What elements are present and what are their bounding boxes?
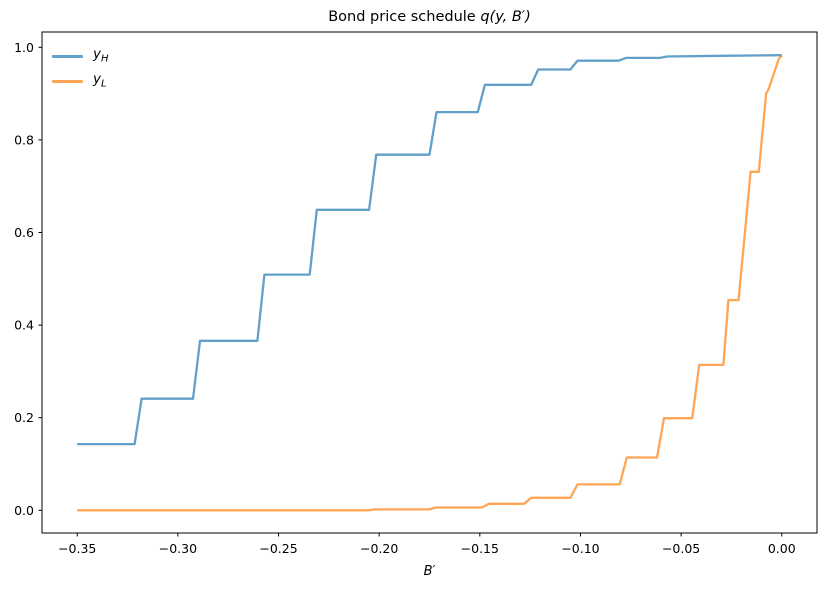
- x-tick-label: −0.20: [360, 541, 398, 556]
- axis-ticks: −0.35 −0.30 −0.25 −0.20 −0.15 −0.10 −0.05 0.00 0…: [14, 40, 796, 556]
- legend-label-base: y: [93, 71, 101, 88]
- legend: yH yL: [52, 44, 109, 94]
- legend-line-swatch-yH: [52, 55, 83, 58]
- series-lines: [77, 54, 783, 512]
- legend-label-sub: L: [101, 78, 107, 90]
- legend-line-swatch-yL: [52, 80, 83, 83]
- x-tick-label: −0.10: [561, 541, 599, 556]
- x-tick-label: −0.25: [259, 541, 297, 556]
- chart-title-math: q(y, B′): [480, 9, 531, 25]
- x-tick-label: −0.35: [58, 541, 96, 556]
- y-tick-label: 0.0: [14, 503, 34, 518]
- y-tick-label: 1.0: [14, 40, 34, 55]
- series-line-y_L: [77, 54, 783, 512]
- legend-item-yL: yL: [52, 69, 109, 94]
- x-tick-label: −0.15: [461, 541, 499, 556]
- legend-item-yH: yH: [52, 44, 109, 69]
- legend-label-yH: yH: [93, 46, 109, 65]
- x-tick-label: −0.05: [662, 541, 700, 556]
- x-axis-label: B′: [423, 564, 436, 579]
- series-line-y_H: [77, 54, 782, 446]
- chart-title: Bond price schedule q(y, B′): [42, 9, 817, 25]
- legend-label-base: y: [93, 46, 101, 63]
- y-tick-label: 0.2: [14, 410, 34, 425]
- legend-label-sub: H: [101, 53, 109, 65]
- y-tick-label: 0.8: [14, 132, 34, 147]
- x-tick-label: −0.30: [159, 541, 197, 556]
- y-tick-label: 0.6: [14, 225, 34, 240]
- chart-title-text: Bond price schedule: [328, 9, 481, 25]
- axes-frame: [41, 31, 818, 534]
- y-tick-label: 0.4: [14, 318, 34, 333]
- x-tick-label: 0.00: [768, 541, 796, 556]
- legend-label-yL: yL: [93, 71, 107, 90]
